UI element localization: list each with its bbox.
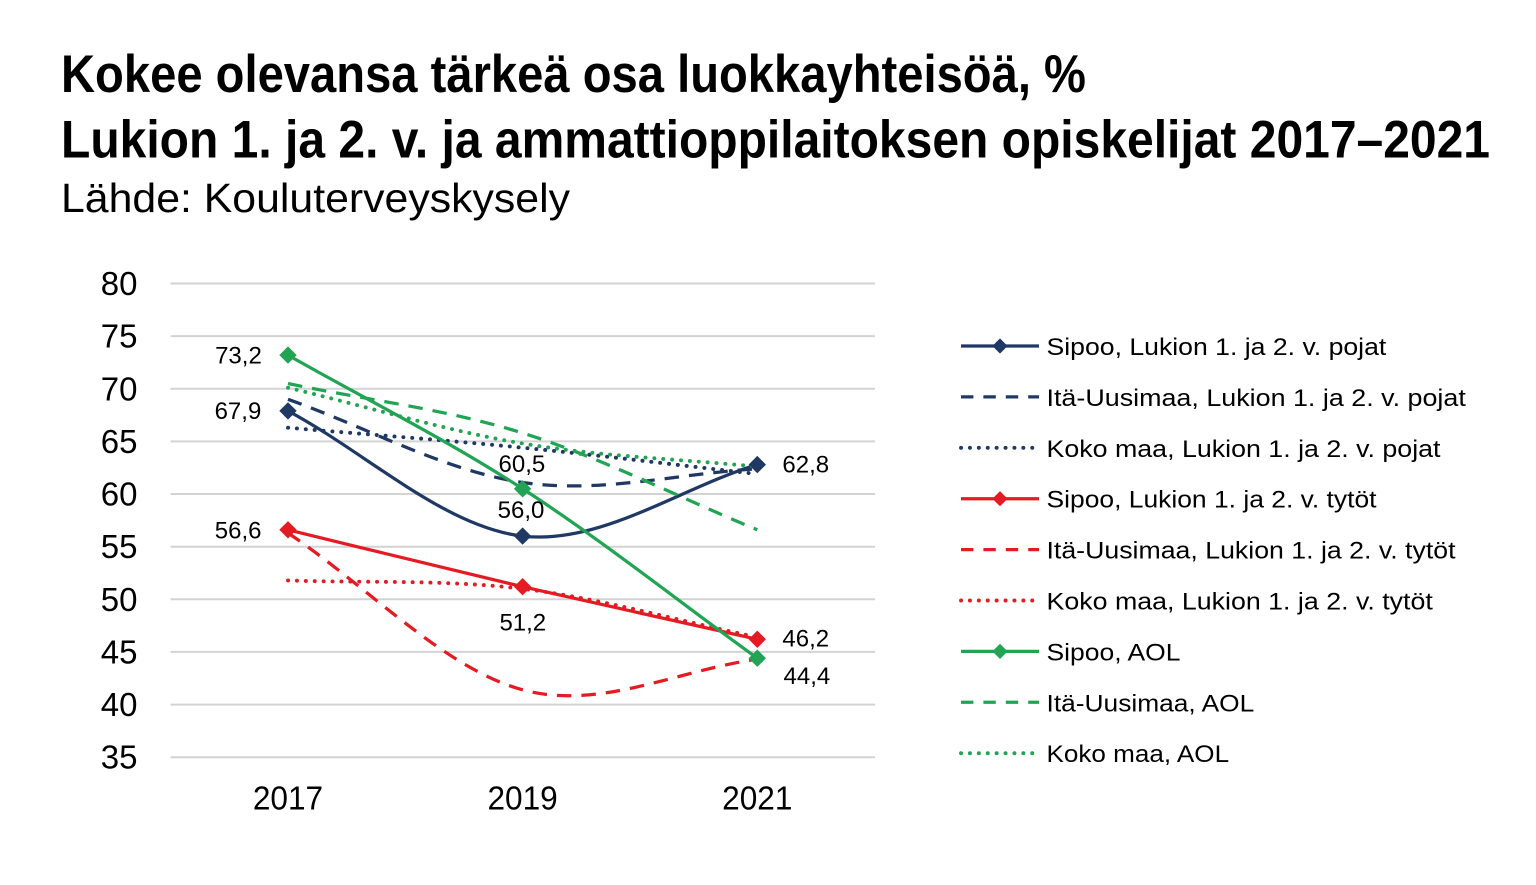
svg-text:Koko maa, Lukion 1. ja 2. v. t: Koko maa, Lukion 1. ja 2. v. tytöt [1047,589,1434,616]
svg-text:Sipoo, Lukion 1. ja 2. v. tytö: Sipoo, Lukion 1. ja 2. v. tytöt [1047,487,1377,514]
svg-text:75: 75 [101,318,138,355]
svg-text:2017: 2017 [253,780,323,817]
svg-text:Lähde: Kouluterveyskysely: Lähde: Kouluterveyskysely [61,175,571,221]
svg-text:56,6: 56,6 [215,517,262,544]
svg-text:60: 60 [101,476,138,513]
svg-text:80: 80 [101,265,138,302]
svg-text:67,9: 67,9 [215,398,262,425]
svg-text:60,5: 60,5 [499,451,546,478]
svg-text:40: 40 [101,686,138,723]
svg-text:Koko maa, Lukion 1. ja 2. v. p: Koko maa, Lukion 1. ja 2. v. pojat [1047,436,1441,463]
svg-text:65: 65 [101,423,138,460]
svg-text:46,2: 46,2 [782,625,829,652]
svg-text:55: 55 [101,528,138,565]
svg-text:35: 35 [101,739,138,776]
svg-text:Koko maa, AOL: Koko maa, AOL [1047,741,1230,768]
svg-text:62,8: 62,8 [782,451,829,478]
svg-text:45: 45 [101,633,138,670]
svg-text:Sipoo, AOL: Sipoo, AOL [1047,639,1181,666]
svg-text:Sipoo, Lukion 1. ja 2. v. poja: Sipoo, Lukion 1. ja 2. v. pojat [1047,334,1387,361]
svg-text:Kokee olevansa tärkeä osa luok: Kokee olevansa tärkeä osa luokkayhteisöä… [61,45,1086,104]
svg-text:70: 70 [101,370,138,407]
svg-text:73,2: 73,2 [215,343,262,370]
svg-text:56,0: 56,0 [498,497,545,524]
svg-text:Itä-Uusimaa, Lukion 1. ja 2. v: Itä-Uusimaa, Lukion 1. ja 2. v. pojat [1047,385,1467,412]
svg-text:Itä-Uusimaa, Lukion 1. ja 2. v: Itä-Uusimaa, Lukion 1. ja 2. v. tytöt [1047,538,1456,565]
svg-text:50: 50 [101,581,138,618]
svg-text:44,4: 44,4 [784,663,831,690]
svg-text:2021: 2021 [722,780,792,817]
svg-text:2019: 2019 [487,780,557,817]
svg-text:51,2: 51,2 [499,610,546,637]
svg-text:Itä-Uusimaa, AOL: Itä-Uusimaa, AOL [1047,690,1255,717]
svg-text:Lukion 1. ja 2. v. ja ammattio: Lukion 1. ja 2. v. ja ammattioppilaitoks… [61,111,1490,170]
